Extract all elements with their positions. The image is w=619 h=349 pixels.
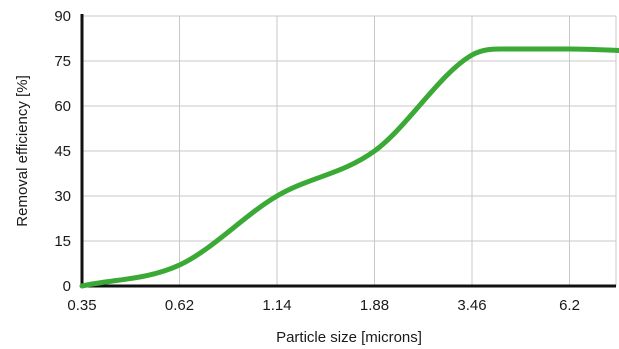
tick-labels: 0 15 30 45 60 75 90 0.35 0.62 1.14 1.88 3.46 6.2	[54, 8, 580, 314]
x-tick-label: 0.35	[67, 297, 96, 314]
y-tick-label: 75	[54, 53, 71, 70]
grid	[81, 15, 617, 287]
x-tick-label: 0.62	[165, 297, 194, 314]
x-tick-label: 6.2	[559, 297, 580, 314]
y-tick-label: 60	[54, 98, 71, 115]
y-tick-label: 30	[54, 188, 71, 205]
y-tick-label: 45	[54, 143, 71, 160]
y-tick-label: 15	[54, 233, 71, 250]
y-tick-label: 0	[63, 278, 71, 295]
y-tick-label: 90	[54, 8, 71, 25]
x-tick-label: 1.88	[360, 297, 389, 314]
axes	[80, 14, 616, 288]
y-axis-title: Removal efficiency [%]	[14, 75, 31, 226]
x-axis-title: Particle size [microns]	[276, 329, 422, 346]
series-layer	[79, 46, 619, 289]
series-line	[79, 46, 619, 289]
x-tick-label: 1.14	[262, 297, 291, 314]
x-tick-label: 3.46	[457, 297, 486, 314]
